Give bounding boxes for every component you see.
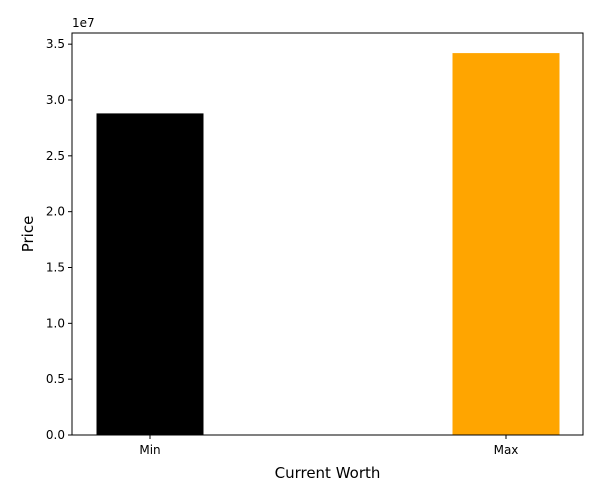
- y-tick-label: 3.0: [46, 93, 65, 107]
- y-tick-label: 2.5: [46, 149, 65, 163]
- y-tick-label: 3.5: [46, 37, 65, 51]
- y-tick-label: 0.0: [46, 428, 65, 442]
- x-tick-label: Min: [139, 443, 160, 457]
- bar-max: [452, 53, 560, 435]
- y-tick-label: 1.0: [46, 316, 65, 330]
- y-tick-label: 1.5: [46, 261, 65, 275]
- x-axis: Min Max: [139, 435, 518, 457]
- bar-min: [96, 113, 204, 436]
- y-tick-label: 0.5: [46, 372, 65, 386]
- x-tick-label: Max: [494, 443, 519, 457]
- y-offset-label: 1e7: [72, 16, 95, 30]
- bars-group: [96, 53, 560, 436]
- y-axis: 0.0 0.5 1.0 1.5 2.0 2.5 3.0 3.5: [46, 37, 72, 442]
- y-axis-label: Price: [19, 216, 37, 253]
- x-axis-label: Current Worth: [275, 464, 381, 482]
- plot-frame: [71, 32, 584, 436]
- y-tick-label: 2.0: [46, 205, 65, 219]
